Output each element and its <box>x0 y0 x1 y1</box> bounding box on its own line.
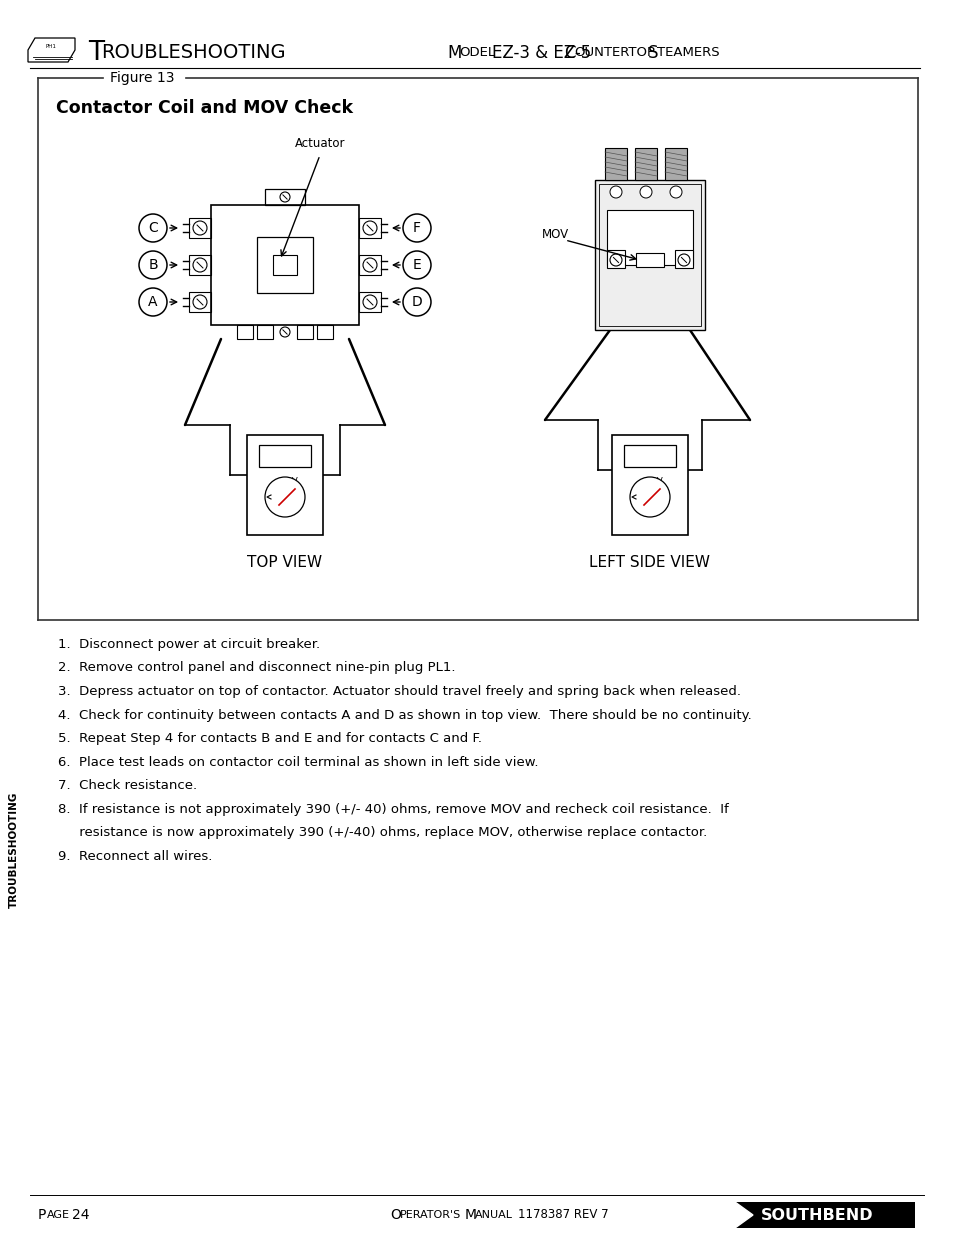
Bar <box>664 148 686 180</box>
Bar <box>256 325 273 338</box>
Text: Contactor Coil and MOV Check: Contactor Coil and MOV Check <box>56 99 353 117</box>
Bar <box>675 249 692 268</box>
Text: M: M <box>447 44 461 62</box>
Text: Actuator: Actuator <box>294 137 345 149</box>
Text: AGE: AGE <box>47 1210 70 1220</box>
Bar <box>316 325 333 338</box>
Bar <box>612 435 687 535</box>
Text: Figure 13: Figure 13 <box>110 70 174 85</box>
Text: PERATOR'S: PERATOR'S <box>399 1210 460 1220</box>
Polygon shape <box>734 1202 752 1228</box>
Text: 24: 24 <box>71 1208 90 1221</box>
Text: M: M <box>464 1208 476 1221</box>
Bar <box>189 254 211 275</box>
Bar <box>273 254 296 275</box>
Circle shape <box>639 186 651 198</box>
Text: SOUTHBEND: SOUTHBEND <box>760 1208 873 1223</box>
Bar <box>604 148 626 180</box>
Text: S: S <box>647 44 658 62</box>
Circle shape <box>609 186 621 198</box>
Text: ODEL: ODEL <box>458 47 495 59</box>
Text: 5.  Repeat Step 4 for contacts B and E and for contacts C and F.: 5. Repeat Step 4 for contacts B and E an… <box>58 732 481 745</box>
Bar <box>623 445 676 467</box>
Text: V: V <box>657 477 662 485</box>
Text: 1178387 REV 7: 1178387 REV 7 <box>517 1209 608 1221</box>
Circle shape <box>280 327 290 337</box>
Bar <box>358 254 380 275</box>
Bar <box>606 210 692 266</box>
Text: EZ-3 & EZ-5: EZ-3 & EZ-5 <box>492 44 591 62</box>
Bar <box>636 253 663 267</box>
Text: resistance is now approximately 390 (+/-40) ohms, replace MOV, otherwise replace: resistance is now approximately 390 (+/-… <box>58 826 706 839</box>
Text: TEAMERS: TEAMERS <box>657 47 719 59</box>
Circle shape <box>669 186 681 198</box>
Text: ROUBLESHOOTING: ROUBLESHOOTING <box>101 43 285 63</box>
Text: 9.  Reconnect all wires.: 9. Reconnect all wires. <box>58 850 213 862</box>
Text: O: O <box>390 1208 400 1221</box>
Text: Ω: Ω <box>659 500 664 510</box>
Bar <box>734 1202 914 1228</box>
Text: 2.  Remove control panel and disconnect nine-pin plug PL1.: 2. Remove control panel and disconnect n… <box>58 662 455 674</box>
Text: TROUBLESHOOTING: TROUBLESHOOTING <box>9 792 19 908</box>
Text: V: V <box>292 477 297 485</box>
Text: PH1: PH1 <box>46 43 56 48</box>
Circle shape <box>363 258 376 272</box>
Circle shape <box>678 254 689 266</box>
Bar <box>189 219 211 238</box>
Circle shape <box>193 221 207 235</box>
Bar <box>358 291 380 312</box>
Bar <box>595 180 704 330</box>
Text: C: C <box>148 221 157 235</box>
Bar <box>598 184 700 326</box>
Text: F: F <box>413 221 420 235</box>
Bar <box>211 205 358 325</box>
Bar <box>258 445 311 467</box>
Circle shape <box>193 295 207 309</box>
Text: 6.  Place test leads on contactor coil terminal as shown in left side view.: 6. Place test leads on contactor coil te… <box>58 756 537 768</box>
Text: D: D <box>411 295 422 309</box>
Circle shape <box>363 295 376 309</box>
Bar <box>189 291 211 312</box>
Text: B: B <box>148 258 157 272</box>
Text: ANUAL: ANUAL <box>475 1210 513 1220</box>
Text: 4.  Check for continuity between contacts A and D as shown in top view.  There s: 4. Check for continuity between contacts… <box>58 709 751 721</box>
Text: T: T <box>88 40 104 65</box>
Bar <box>635 148 657 180</box>
Text: LEFT SIDE VIEW: LEFT SIDE VIEW <box>589 555 710 571</box>
Text: 1.  Disconnect power at circuit breaker.: 1. Disconnect power at circuit breaker. <box>58 638 320 651</box>
Circle shape <box>629 477 669 517</box>
Text: Ω: Ω <box>294 500 300 510</box>
Text: P: P <box>38 1208 47 1221</box>
Circle shape <box>363 221 376 235</box>
Bar <box>236 325 253 338</box>
Bar <box>247 435 323 535</box>
Circle shape <box>193 258 207 272</box>
Text: C: C <box>563 44 575 62</box>
Bar <box>256 237 313 293</box>
Text: MOV: MOV <box>541 228 568 242</box>
Circle shape <box>280 191 290 203</box>
Text: TOP VIEW: TOP VIEW <box>247 555 322 571</box>
Text: 8.  If resistance is not approximately 390 (+/- 40) ohms, remove MOV and recheck: 8. If resistance is not approximately 39… <box>58 803 728 815</box>
Circle shape <box>265 477 305 517</box>
Bar <box>265 189 305 205</box>
Text: A: A <box>148 295 157 309</box>
Text: 7.  Check resistance.: 7. Check resistance. <box>58 779 197 792</box>
Bar <box>358 219 380 238</box>
Bar <box>296 325 313 338</box>
Text: OUNTERTOP: OUNTERTOP <box>574 47 655 59</box>
Bar <box>606 249 624 268</box>
Text: E: E <box>413 258 421 272</box>
Text: 3.  Depress actuator on top of contactor. Actuator should travel freely and spri: 3. Depress actuator on top of contactor.… <box>58 685 740 698</box>
Circle shape <box>609 254 621 266</box>
